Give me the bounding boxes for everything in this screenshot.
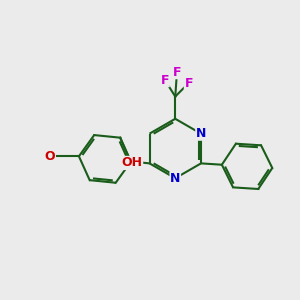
Text: N: N (196, 127, 206, 140)
Text: OH: OH (122, 156, 142, 170)
Text: F: F (184, 76, 193, 90)
Text: N: N (170, 172, 181, 185)
Text: F: F (172, 66, 181, 79)
Text: F: F (160, 74, 169, 87)
Text: O: O (44, 150, 55, 163)
